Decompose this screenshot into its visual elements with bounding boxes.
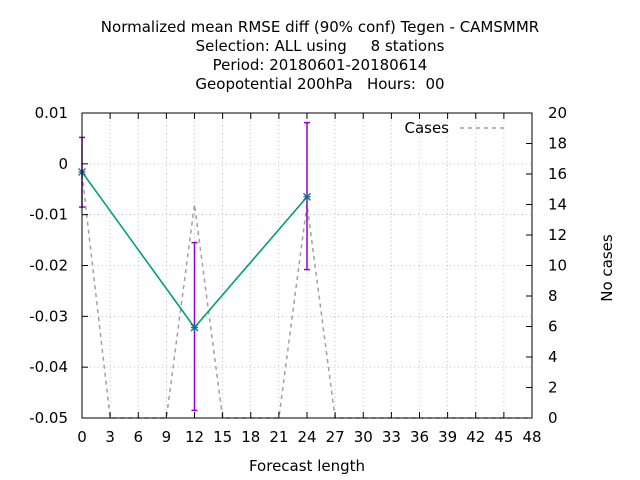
- legend-label-cases: Cases: [404, 119, 449, 137]
- y-tick-label: 0: [58, 155, 68, 173]
- y2-tick-label: 20: [548, 104, 567, 122]
- y-tick-label: -0.03: [29, 307, 68, 325]
- y2-tick-label: 14: [548, 196, 567, 214]
- x-tick-label: 12: [185, 428, 204, 446]
- x-tick-label: 15: [213, 428, 232, 446]
- y-tick-label: -0.04: [29, 358, 68, 376]
- title-line-4: Geopotential 200hPa Hours: 00: [195, 75, 444, 93]
- data-point: [303, 192, 311, 201]
- x-tick-label: 9: [162, 428, 172, 446]
- x-tick-label: 42: [466, 428, 485, 446]
- y2-tick-label: 4: [548, 348, 558, 366]
- x-tick-labels: 0 3 6 9 12 15 18 21 24 27 30 33 36 39 42 45 48: [77, 428, 541, 446]
- x-tick-label: 3: [105, 428, 115, 446]
- x-tick-label: 24: [297, 428, 316, 446]
- x-tick-label: 33: [382, 428, 401, 446]
- title-line-1: Normalized mean RMSE diff (90% conf) Teg…: [101, 18, 539, 36]
- y2-tick-label: 2: [548, 379, 558, 397]
- title-line-3: Period: 20180601-20180614: [213, 56, 428, 74]
- y2-tick-label: 6: [548, 318, 558, 336]
- y-tick-label: -0.05: [29, 409, 68, 427]
- x-tick-label: 48: [522, 428, 541, 446]
- y-tick-label: 0.01: [35, 104, 68, 122]
- legend: Cases: [404, 119, 506, 137]
- x-tick-label: 36: [410, 428, 429, 446]
- title-line-2: Selection: ALL using 8 stations: [196, 37, 445, 55]
- x-tick-label: 6: [133, 428, 143, 446]
- y-tick-label: -0.01: [29, 206, 68, 224]
- data-point: [190, 323, 199, 332]
- y-tick-labels: 0.01 0 -0.01 -0.02 -0.03 -0.04 -0.05: [29, 104, 68, 427]
- y2-axis-label: No cases: [598, 234, 616, 302]
- y2-tick-label: 12: [548, 226, 567, 244]
- x-tick-label: 0: [77, 428, 87, 446]
- x-tick-label: 45: [494, 428, 513, 446]
- y2-tick-label: 8: [548, 287, 558, 305]
- y2-tick-label: 16: [548, 165, 567, 183]
- x-tick-label: 21: [269, 428, 288, 446]
- x-tick-label: 30: [354, 428, 373, 446]
- y-tick-label: -0.02: [29, 257, 68, 275]
- x-tick-label: 18: [241, 428, 260, 446]
- y2-tick-label: 10: [548, 257, 567, 275]
- chart-title: Normalized mean RMSE diff (90% conf) Teg…: [101, 18, 539, 93]
- y2-tick-labels: 0 2 4 6 8 10 12 14 16 18 20: [548, 104, 567, 427]
- x-tick-label: 27: [326, 428, 345, 446]
- x-tick-label: 39: [438, 428, 457, 446]
- x-axis-label: Forecast length: [249, 457, 365, 475]
- y2-tick-label: 0: [548, 409, 558, 427]
- axis-ticks: [81, 112, 533, 419]
- y2-tick-label: 18: [548, 135, 567, 153]
